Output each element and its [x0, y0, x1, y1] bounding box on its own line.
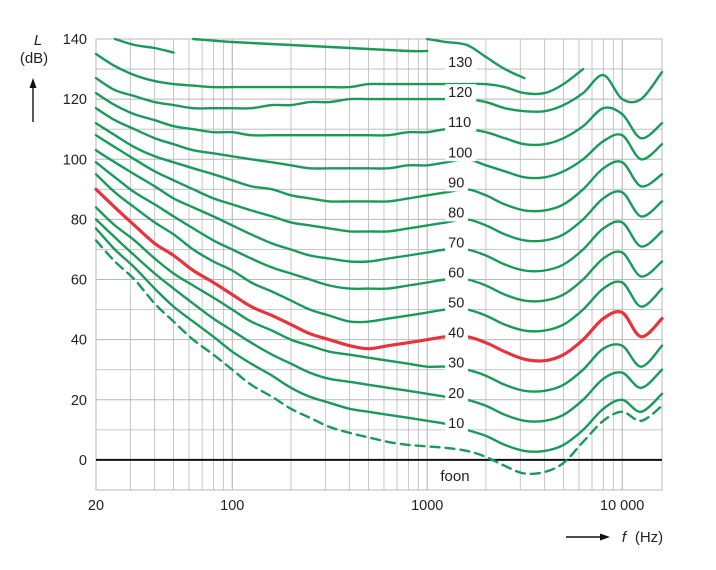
- curve-label-60: 60: [448, 266, 464, 282]
- y-tick-labels: 0 20 40 60 80 100 120 140: [63, 32, 87, 469]
- curve-30-phon: [94, 206, 664, 393]
- curve-label-bg: [445, 84, 477, 102]
- curve-20-phon: [94, 218, 664, 423]
- curve-80-phon: [94, 134, 664, 243]
- y-tick-label: 80: [71, 212, 87, 228]
- x-tick-labels: 20 100 1000 10 000: [88, 498, 644, 514]
- curve-90-phon: [94, 122, 664, 213]
- curve-label-40: 40: [448, 326, 464, 342]
- curve-70-phon: [94, 149, 664, 273]
- curve-label-120: 120: [448, 85, 472, 101]
- curve-label-90: 90: [448, 175, 464, 191]
- curve-50-phon: [94, 173, 664, 333]
- x-axis-arrow-head: [600, 533, 610, 541]
- x-tick-label: 10 000: [600, 498, 644, 514]
- curve-label-100: 100: [448, 145, 472, 161]
- curve-0-phon: [94, 239, 664, 476]
- y-tick-label: 100: [63, 152, 87, 168]
- curve-label-80: 80: [448, 205, 464, 221]
- curve-130-phon: [94, 52, 585, 96]
- curve-label-30: 30: [448, 356, 464, 372]
- curve-label-bg: [445, 234, 468, 252]
- x-tick-label: 20: [88, 498, 104, 514]
- curve-label-bg: [445, 324, 468, 342]
- x-tick-label: 1000: [411, 498, 443, 514]
- curve-140c-phon: [426, 37, 526, 80]
- y-tick-label: 20: [71, 393, 87, 409]
- curve-label-bg: [445, 354, 468, 372]
- curve-140b-phon: [192, 37, 429, 53]
- foon-label: foon: [440, 468, 469, 485]
- x-axis-symbol: f: [622, 529, 628, 546]
- y-tick-label: 40: [71, 333, 87, 349]
- y-tick-label: 140: [63, 32, 87, 48]
- curve-label-20: 20: [448, 386, 464, 402]
- y-tick-label: 120: [63, 92, 87, 108]
- curve-label-110: 110: [448, 115, 471, 131]
- curve-label-50: 50: [448, 296, 464, 312]
- curve-120-phon: [94, 70, 664, 113]
- curve-label-bg: [445, 114, 477, 132]
- curve-label-bg: [445, 384, 468, 402]
- curve-label-10: 10: [448, 416, 464, 432]
- y-axis-arrow-head: [29, 78, 37, 88]
- curve-label-130: 130: [448, 55, 472, 71]
- curve-10-phon: [94, 227, 664, 453]
- curve-label-bg: [445, 294, 468, 312]
- x-tick-label: 100: [220, 498, 244, 514]
- curve-label-bg: [445, 174, 468, 192]
- curve-60-phon: [94, 161, 664, 303]
- curve-100-phon: [94, 107, 664, 180]
- curve-label-bg: [445, 204, 468, 222]
- label-masks: [445, 54, 477, 432]
- curve-labels: 10 20 30 40 50 60 70 80 90 100 110 120 130: [448, 55, 472, 432]
- curve-140-phon: [113, 37, 175, 54]
- curve-110-phon: [94, 91, 664, 147]
- y-axis-unit: (dB): [20, 50, 48, 67]
- curve-label-70: 70: [448, 235, 464, 251]
- curve-label-bg: [445, 54, 477, 72]
- curve-label-bg: [445, 414, 468, 432]
- y-axis-symbol: L: [34, 32, 42, 49]
- curves: [94, 37, 664, 476]
- curve-label-bg: [445, 264, 468, 282]
- y-tick-label: 60: [71, 273, 87, 289]
- curve-label-bg: [445, 144, 477, 162]
- curve-40-phon: [94, 187, 664, 363]
- y-tick-label: 0: [79, 453, 87, 469]
- x-axis-unit: (Hz): [635, 529, 663, 546]
